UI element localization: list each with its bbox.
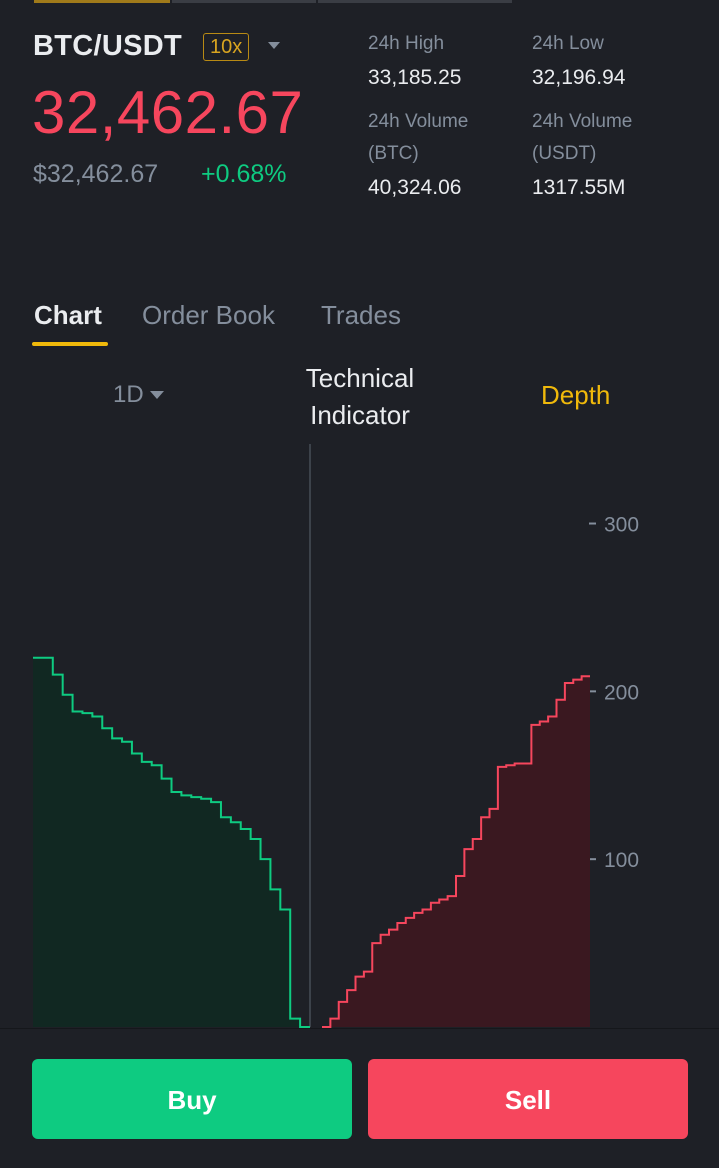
tab-chart[interactable]: Chart	[34, 300, 102, 330]
tab-order-book[interactable]: Order Book	[142, 300, 275, 330]
interval-selector[interactable]: 1D	[113, 381, 144, 408]
y-axis-tick-label: 200	[604, 681, 639, 704]
top-tab-segment[interactable]	[172, 0, 316, 3]
tab-active-underline	[32, 342, 108, 346]
y-axis-tick-label: 100	[604, 849, 639, 872]
bids-depth-area	[33, 657, 310, 1027]
stat-low-value: 32,196.94	[532, 66, 626, 89]
depth-chart-toggle[interactable]: Depth	[541, 380, 611, 410]
bids-depth-line	[33, 656, 310, 1028]
stat-high-value: 33,185.25	[368, 66, 462, 89]
y-axis: 300 200 100	[589, 514, 639, 872]
stat-volume-usdt-label: 24h Volume	[532, 111, 633, 132]
asks-depth-line	[322, 675, 590, 1028]
leverage-badge[interactable]: 10x	[203, 33, 250, 61]
stat-high-label: 24h High	[368, 33, 445, 54]
depth-chart[interactable]: 300 200 100	[0, 430, 719, 1028]
stat-volume-btc-label: 24h Volume	[368, 111, 469, 132]
top-tab-indicator[interactable]	[34, 0, 170, 3]
asks-depth-area	[322, 676, 590, 1027]
top-tab-segment[interactable]	[318, 0, 512, 3]
sell-button[interactable]: Sell	[368, 1059, 688, 1139]
top-tab-strip	[34, 0, 512, 3]
buy-button[interactable]: Buy	[32, 1059, 352, 1139]
technical-indicator-line-1: Technical	[305, 363, 415, 393]
caret-down-icon[interactable]	[150, 391, 164, 399]
fiat-price: $32,462.67	[33, 160, 159, 188]
change-percent: +0.68%	[201, 160, 287, 188]
stat-volume-usdt-value: 1317.55M	[532, 176, 626, 199]
stat-volume-btc-unit: (BTC)	[368, 143, 419, 164]
last-price: 32,462.67	[32, 79, 304, 146]
technical-indicator-button[interactable]: Technical Indicator	[290, 360, 430, 434]
chevron-down-icon[interactable]	[268, 42, 280, 49]
tab-trades[interactable]: Trades	[321, 300, 401, 330]
y-axis-tick-label: 300	[604, 514, 639, 537]
pair-title[interactable]: BTC/USDT	[33, 30, 182, 62]
stat-volume-usdt-unit: (USDT)	[532, 143, 597, 164]
stat-low-label: 24h Low	[532, 33, 604, 54]
stat-volume-btc-value: 40,324.06	[368, 176, 462, 199]
technical-indicator-line-2: Indicator	[310, 400, 410, 430]
ticker-header	[0, 0, 719, 262]
